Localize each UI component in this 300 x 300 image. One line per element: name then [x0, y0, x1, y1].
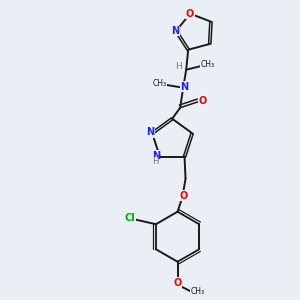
Text: Cl: Cl [124, 213, 135, 223]
Text: N: N [152, 151, 160, 161]
Text: O: O [186, 9, 194, 19]
Text: N: N [171, 26, 179, 36]
Text: N: N [146, 127, 154, 137]
Text: O: O [173, 278, 182, 288]
Text: O: O [198, 96, 206, 106]
Text: CH₃: CH₃ [200, 60, 214, 69]
Text: CH₃: CH₃ [152, 79, 166, 88]
Text: O: O [179, 191, 188, 201]
Text: H: H [152, 157, 158, 166]
Text: CH₃: CH₃ [190, 287, 205, 296]
Text: N: N [180, 82, 188, 92]
Text: H: H [175, 62, 181, 71]
